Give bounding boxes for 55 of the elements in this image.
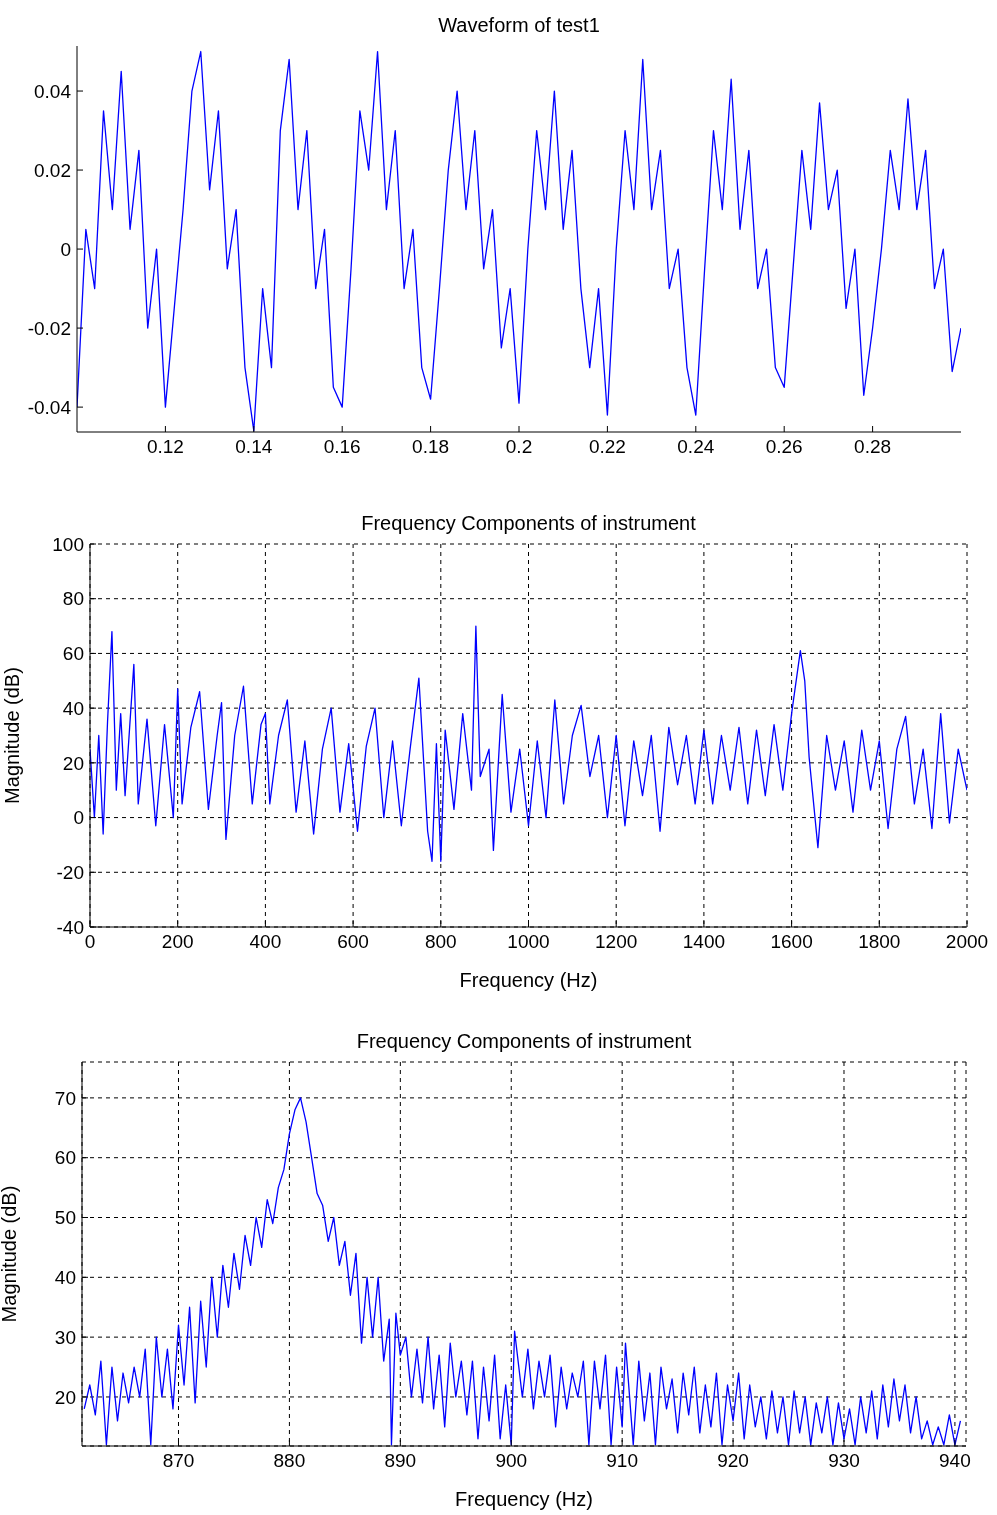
x-tick-label: 0.18 bbox=[412, 436, 450, 458]
y-tick-label: 0.02 bbox=[34, 159, 71, 181]
y-tick-label: 70 bbox=[54, 1087, 76, 1109]
x-tick-label: 1200 bbox=[595, 931, 638, 953]
x-tick-label: 870 bbox=[162, 1450, 195, 1472]
y-tick-label: 20 bbox=[54, 1386, 76, 1408]
x-tick-label: 1600 bbox=[770, 931, 813, 953]
y-tick-label: 20 bbox=[62, 752, 84, 774]
y-tick-label: -0.04 bbox=[27, 396, 72, 418]
y-tick-label: 0 bbox=[73, 807, 84, 829]
y-tick-label: 40 bbox=[54, 1267, 76, 1289]
x-tick-label: 1000 bbox=[507, 931, 550, 953]
x-tick-label: 0.16 bbox=[323, 436, 361, 458]
y-axis-title: Magnitude (dB) bbox=[0, 1185, 21, 1323]
y-tick-label: 80 bbox=[62, 588, 84, 610]
x-axis-title: Frequency (Hz) bbox=[459, 969, 598, 991]
y-tick-label: -0.02 bbox=[27, 317, 71, 339]
x-tick-label: 2000 bbox=[945, 931, 989, 953]
y-tick-label: -40 bbox=[56, 916, 84, 938]
x-axis-title: Frequency (Hz) bbox=[455, 1488, 593, 1510]
x-tick-label: 910 bbox=[606, 1450, 639, 1472]
y-tick-label: 100 bbox=[52, 533, 84, 555]
chart-title: Frequency Components of instrument bbox=[360, 512, 697, 535]
x-tick-label: 880 bbox=[273, 1450, 306, 1472]
x-tick-label: 1400 bbox=[682, 931, 726, 953]
chart-title: Waveform of test1 bbox=[437, 14, 601, 37]
y-tick-label: 40 bbox=[62, 697, 84, 719]
chart-title: Frequency Components of instrument bbox=[355, 1030, 693, 1053]
x-tick-label: 400 bbox=[249, 931, 282, 953]
x-tick-label: 1800 bbox=[858, 931, 901, 953]
x-tick-label: 0.28 bbox=[854, 436, 892, 458]
x-tick-label: 920 bbox=[717, 1450, 749, 1472]
x-tick-label: 800 bbox=[424, 931, 457, 953]
x-tick-label: 0.14 bbox=[235, 436, 273, 458]
x-tick-label: 0.26 bbox=[765, 436, 803, 458]
line-series bbox=[83, 1097, 962, 1446]
x-tick-label: 0.22 bbox=[588, 436, 626, 458]
x-tick-label: 200 bbox=[161, 931, 194, 953]
x-tick-label: 900 bbox=[495, 1450, 528, 1472]
x-tick-label: 0.2 bbox=[505, 436, 533, 458]
y-tick-label: 0 bbox=[60, 238, 71, 260]
y-tick-label: 60 bbox=[54, 1147, 76, 1169]
x-tick-label: 600 bbox=[337, 931, 369, 953]
y-tick-label: 0.04 bbox=[34, 80, 72, 102]
x-tick-label: 0.12 bbox=[146, 436, 184, 458]
y-tick-label: -20 bbox=[56, 862, 84, 884]
y-tick-label: 60 bbox=[62, 643, 84, 665]
x-tick-label: 930 bbox=[828, 1450, 860, 1472]
x-tick-label: 0.24 bbox=[677, 436, 715, 458]
x-tick-label: 940 bbox=[939, 1450, 971, 1472]
y-tick-label: 30 bbox=[54, 1326, 76, 1348]
y-axis-title: Magnitude (dB) bbox=[1, 667, 24, 804]
line-series bbox=[90, 625, 967, 862]
x-tick-label: 890 bbox=[384, 1450, 417, 1472]
y-tick-label: 50 bbox=[54, 1207, 76, 1229]
